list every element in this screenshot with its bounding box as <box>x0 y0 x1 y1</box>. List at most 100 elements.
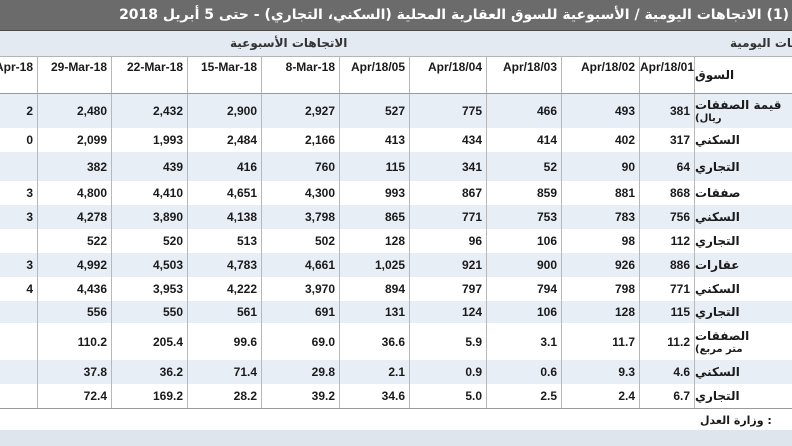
table-cell: 72.4 <box>38 384 112 408</box>
table-cell: 4,138 <box>188 205 262 229</box>
table-cell: 3,970 <box>262 277 340 301</box>
row-label-text: الصفقات <box>695 328 750 343</box>
row-label-text: عقارات <box>695 258 740 272</box>
table-cell: 865 <box>340 205 410 229</box>
date-column-header: Apr/18/02 <box>562 57 640 93</box>
table-cell: 439 <box>112 152 188 181</box>
table-cell: 4,661 <box>262 253 340 277</box>
table-cell: 3.1 <box>487 323 562 360</box>
table-cell: 124 <box>410 301 487 323</box>
table-cell: 402 <box>562 128 640 152</box>
row-label: قيمة الصفقات ريال) <box>695 94 792 128</box>
table-cell: 0 <box>0 128 38 152</box>
table-row: 4.6 9.3 0.6 0.9 2.1 29.8 71.4 36.2 37.8 السكني <box>0 360 792 385</box>
table-cell: 115 <box>640 301 695 323</box>
table-cell: 2.4 <box>562 384 640 408</box>
table-cell: 2,927 <box>262 94 340 128</box>
table-cell: 414 <box>487 128 562 152</box>
table-cell: 3 <box>0 253 38 277</box>
row-label-text: التجاري <box>695 389 740 403</box>
table-cell: 2,099 <box>38 128 112 152</box>
table-cell: 4,436 <box>38 277 112 301</box>
table-cell: 416 <box>188 152 262 181</box>
table-cell: 3 <box>0 205 38 229</box>
row-label-text: التجاري <box>695 305 740 319</box>
date-column-header: Apr/18/01 <box>640 57 695 93</box>
table-cell: 513 <box>188 229 262 253</box>
table-row: 6.7 2.4 2.5 5.0 34.6 39.2 28.2 169.2 72.4 التجاري <box>0 384 792 409</box>
table-cell: 867 <box>410 181 487 205</box>
table-row: 381 493 466 775 527 2,927 2,900 2,432 2,480 2 قيمة… <box>0 94 792 129</box>
table-cell: 106 <box>487 301 562 323</box>
table-cell: 36.2 <box>112 360 188 384</box>
table-cell: 797 <box>410 277 487 301</box>
row-label-text: السكني <box>695 210 740 224</box>
table-cell: 859 <box>487 181 562 205</box>
weekly-trends-heading: الاتجاهات الأسبوعية <box>230 36 348 50</box>
table-cell: 0.6 <box>487 360 562 384</box>
table-row: 886 926 900 921 1,025 4,661 4,783 4,503 4,992 3 عق… <box>0 253 792 278</box>
table-cell: 4,503 <box>112 253 188 277</box>
table-footer: : وزارة العدل <box>0 408 792 431</box>
table-cell: 4.6 <box>640 360 695 384</box>
table-cell: 128 <box>340 229 410 253</box>
table-cell: 2,480 <box>38 94 112 128</box>
table-cell: 0.9 <box>410 360 487 384</box>
table-cell: 868 <box>640 181 695 205</box>
table-cell: 106 <box>487 229 562 253</box>
table-cell: 760 <box>262 152 340 181</box>
table-cell: 37.8 <box>38 360 112 384</box>
row-label: التجاري <box>695 229 792 253</box>
date-column-header: 8-Mar-18 <box>262 57 340 93</box>
table-cell: 561 <box>188 301 262 323</box>
table-cell: 96 <box>410 229 487 253</box>
table-row: 115 128 106 124 131 691 561 550 556 التجاري <box>0 301 792 324</box>
bottom-band <box>0 430 792 446</box>
row-label-text: السكني <box>695 365 740 379</box>
row-label-text: التجاري <box>695 234 740 248</box>
table-cell: 753 <box>487 205 562 229</box>
trend-group-header: الاتجاهات الأسبوعية الاتجاهات اليومية <box>0 31 792 57</box>
table-cell: 99.6 <box>188 323 262 360</box>
date-column-header: Apr-18 <box>0 57 38 93</box>
row-label-text: السكني <box>695 133 740 147</box>
table-cell: 71.4 <box>188 360 262 384</box>
table-cell: 3 <box>0 181 38 205</box>
table-cell: 4,783 <box>188 253 262 277</box>
table-cell <box>0 323 38 360</box>
table-cell: 926 <box>562 253 640 277</box>
table-cell: 434 <box>410 128 487 152</box>
table-cell: 39.2 <box>262 384 340 408</box>
table-cell: 169.2 <box>112 384 188 408</box>
table-cell <box>0 229 38 253</box>
table-row: 868 881 859 867 993 4,300 4,651 4,410 4,800 3 صفقا… <box>0 181 792 206</box>
table-cell: 64 <box>640 152 695 181</box>
source-note: : وزارة العدل <box>700 414 772 427</box>
table-cell: 205.4 <box>112 323 188 360</box>
table-cell: 493 <box>562 94 640 128</box>
row-label-text: السكني <box>695 282 740 296</box>
row-label-text: التجاري <box>695 159 740 174</box>
table-cell: 98 <box>562 229 640 253</box>
table-cell: 115 <box>340 152 410 181</box>
table-row: 112 98 106 96 128 502 513 520 522 التجاري <box>0 229 792 254</box>
table-cell <box>0 152 38 181</box>
table-cell: 3,890 <box>112 205 188 229</box>
table-cell: 341 <box>410 152 487 181</box>
table-cell: 466 <box>487 94 562 128</box>
table-cell: 520 <box>112 229 188 253</box>
row-label: السكني <box>695 205 792 229</box>
date-column-header: Apr/18/05 <box>340 57 410 93</box>
table-cell: 775 <box>410 94 487 128</box>
table-cell: 317 <box>640 128 695 152</box>
table-cell: 28.2 <box>188 384 262 408</box>
table-cell: 556 <box>38 301 112 323</box>
table-cell: 2,166 <box>262 128 340 152</box>
table-cell: 52 <box>487 152 562 181</box>
row-label: التجاري <box>695 152 792 181</box>
table-cell: 771 <box>640 277 695 301</box>
table-cell: 756 <box>640 205 695 229</box>
table-cell: 34.6 <box>340 384 410 408</box>
table-cell: 527 <box>340 94 410 128</box>
table-cell: 3,953 <box>112 277 188 301</box>
